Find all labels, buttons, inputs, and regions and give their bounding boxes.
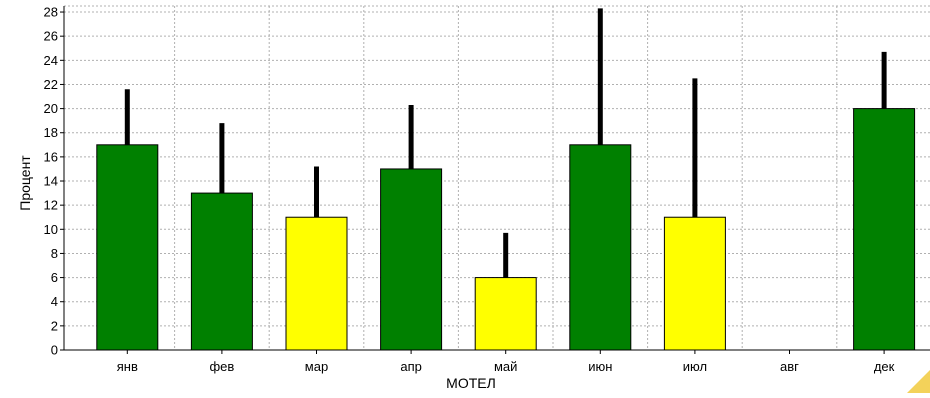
y-tick-label: 12 <box>44 198 58 213</box>
bar-апр <box>380 168 443 351</box>
x-tick-label: янв <box>117 359 138 374</box>
x-tick-label: фев <box>209 359 234 374</box>
y-tick-label: 22 <box>44 77 58 92</box>
y-tick-label: 4 <box>51 294 58 309</box>
y-tick-label: 8 <box>51 246 58 261</box>
bar-фев <box>190 192 253 351</box>
x-tick-label: июл <box>683 359 707 374</box>
x-tick-label: апр <box>400 359 422 374</box>
y-tick-label: 24 <box>44 53 58 68</box>
y-tick-label: 20 <box>44 101 58 116</box>
y-tick-label: 6 <box>51 270 58 285</box>
y-tick-label: 16 <box>44 149 58 164</box>
x-tick-label: дек <box>874 359 895 374</box>
x-axis-title: МОТЕЛ <box>446 375 496 391</box>
y-tick-label: 2 <box>51 318 58 333</box>
bars <box>96 8 916 351</box>
bar-янв <box>96 144 159 351</box>
bar-июн <box>569 144 632 351</box>
x-tick-label: май <box>494 359 517 374</box>
y-tick-label: 18 <box>44 125 58 140</box>
x-tick-label: мар <box>305 359 328 374</box>
y-tick-label: 10 <box>44 222 58 237</box>
corner-accent-decoration <box>907 370 930 393</box>
bar-мар <box>285 216 348 351</box>
y-axis-title: Процент <box>17 155 33 211</box>
y-tick-label: 28 <box>44 5 58 20</box>
y-tick-label: 14 <box>44 174 58 189</box>
bar-июл <box>663 216 726 351</box>
bar-дек <box>853 108 916 351</box>
x-tick-label: авг <box>780 359 799 374</box>
y-tick-label: 26 <box>44 29 58 44</box>
x-tick-label: июн <box>588 359 612 374</box>
bar-май <box>474 277 537 351</box>
y-tick-label: 0 <box>51 343 58 358</box>
